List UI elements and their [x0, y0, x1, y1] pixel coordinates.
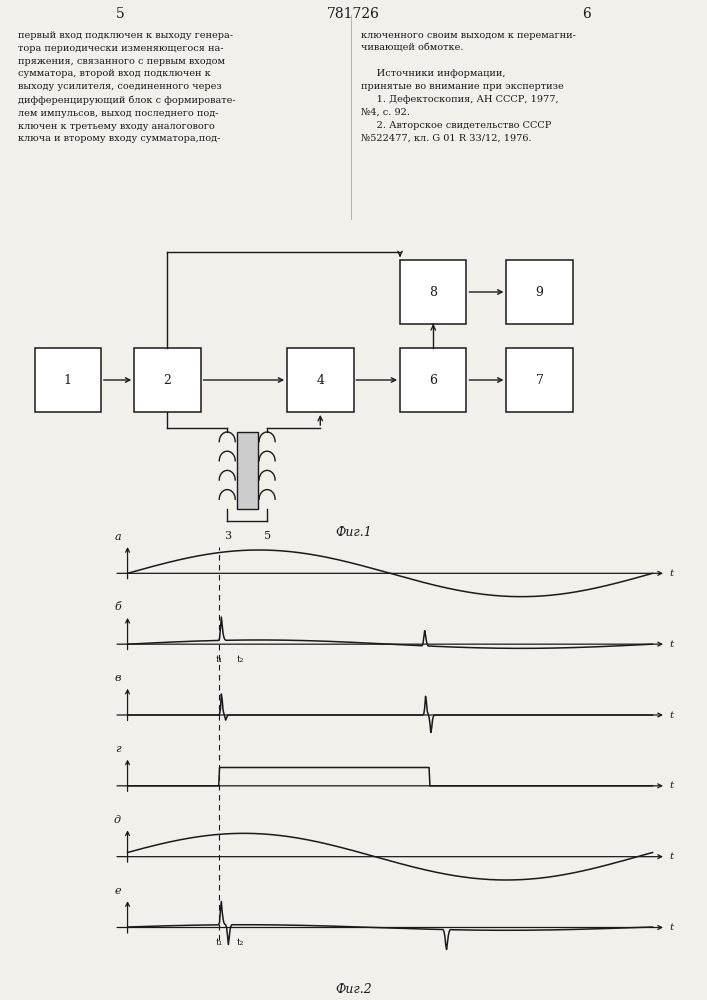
Text: 8: 8 [429, 286, 437, 298]
Text: 9: 9 [536, 286, 544, 298]
Text: t₂: t₂ [237, 655, 245, 664]
Text: д: д [114, 815, 121, 825]
Text: t: t [669, 710, 673, 720]
Text: Фиг.2: Фиг.2 [335, 983, 372, 996]
Text: 3: 3 [223, 531, 230, 541]
Text: t₂: t₂ [237, 938, 245, 947]
Text: 781726: 781726 [327, 7, 380, 21]
Bar [237, 432, 258, 509]
Text: г: г [115, 744, 121, 754]
Bar [506, 348, 573, 412]
Text: 1: 1 [64, 373, 71, 386]
Text: б: б [114, 602, 121, 612]
Text: t: t [669, 569, 673, 578]
Bar [400, 260, 467, 324]
Text: Фиг.1: Фиг.1 [335, 526, 372, 538]
Text: 2: 2 [163, 373, 171, 386]
Bar [35, 348, 101, 412]
Text: 5: 5 [264, 531, 271, 541]
Text: t: t [669, 923, 673, 932]
Text: t₁: t₁ [216, 655, 223, 664]
Text: первый вход подключен к выходу генера-
тора периодически изменяющегося на-
пряже: первый вход подключен к выходу генера- т… [18, 31, 235, 143]
Text: 6: 6 [583, 7, 591, 21]
Text: 6: 6 [429, 373, 437, 386]
Text: t: t [669, 852, 673, 861]
Text: 7: 7 [536, 373, 544, 386]
Text: 4: 4 [316, 373, 325, 386]
Text: a: a [115, 532, 121, 542]
Bar [287, 348, 354, 412]
Bar [134, 348, 201, 412]
Text: е: е [115, 886, 121, 896]
Text: в: в [115, 673, 121, 683]
Text: t: t [669, 640, 673, 649]
Bar [400, 348, 467, 412]
Bar [506, 260, 573, 324]
Text: ключенного своим выходом к перемагни-
чивающей обмотке.

     Источники информац: ключенного своим выходом к перемагни- чи… [361, 31, 575, 143]
Text: t: t [669, 781, 673, 790]
Text: 5: 5 [116, 7, 124, 21]
Text: t₁: t₁ [216, 938, 223, 947]
